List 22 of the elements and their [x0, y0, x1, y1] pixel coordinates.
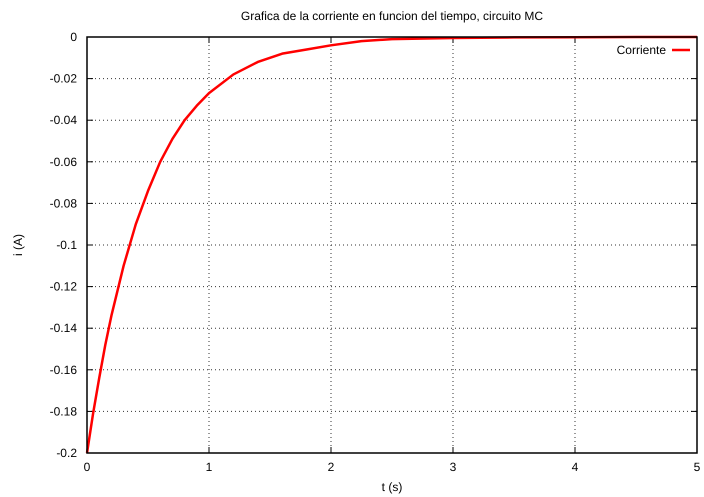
y-tick-label: -0.18: [50, 404, 78, 418]
x-tick-label: 3: [450, 460, 457, 474]
y-tick-label: -0.2: [56, 446, 78, 460]
y-tick-label: 0: [70, 30, 78, 44]
y-axis-title: i (A): [11, 234, 25, 256]
y-tick-label: -0.14: [50, 321, 78, 336]
y-tick-label: -0.16: [50, 362, 78, 377]
x-tick-label: 1: [206, 460, 213, 474]
legend-label: Corriente: [616, 43, 666, 57]
chart-title: Grafica de la corriente en funcion del tiempo, circuito MC: [240, 9, 544, 23]
x-tick-label: 0: [84, 460, 91, 474]
x-axis-title: t (s): [382, 480, 402, 494]
x-tick-label: 4: [572, 460, 579, 474]
y-tick-label: -0.08: [50, 196, 78, 210]
y-tick-label: -0.04: [50, 113, 78, 128]
x-tick-label: 5: [694, 460, 701, 474]
x-tick-label: 2: [328, 460, 335, 474]
y-tick-label: -0.12: [50, 280, 78, 294]
y-tick-label: -0.02: [50, 72, 78, 86]
y-tick-label: -0.06: [50, 154, 78, 169]
line-series: [86, 36, 698, 454]
y-tick-label: -0.1: [56, 238, 78, 252]
